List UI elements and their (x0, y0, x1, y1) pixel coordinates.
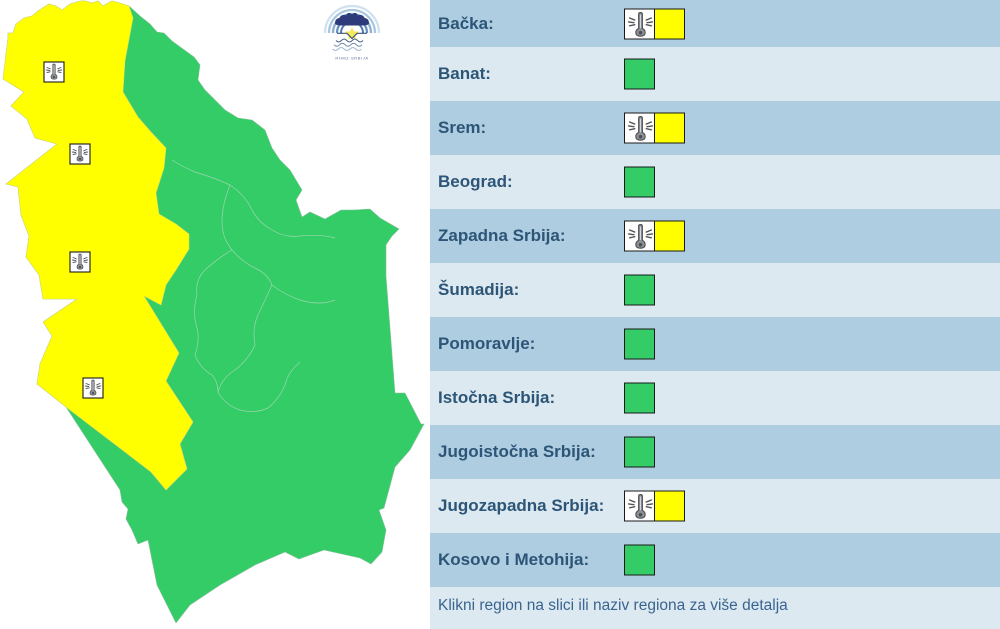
svg-text:RHMZ SRBIJA: RHMZ SRBIJA (335, 56, 368, 61)
